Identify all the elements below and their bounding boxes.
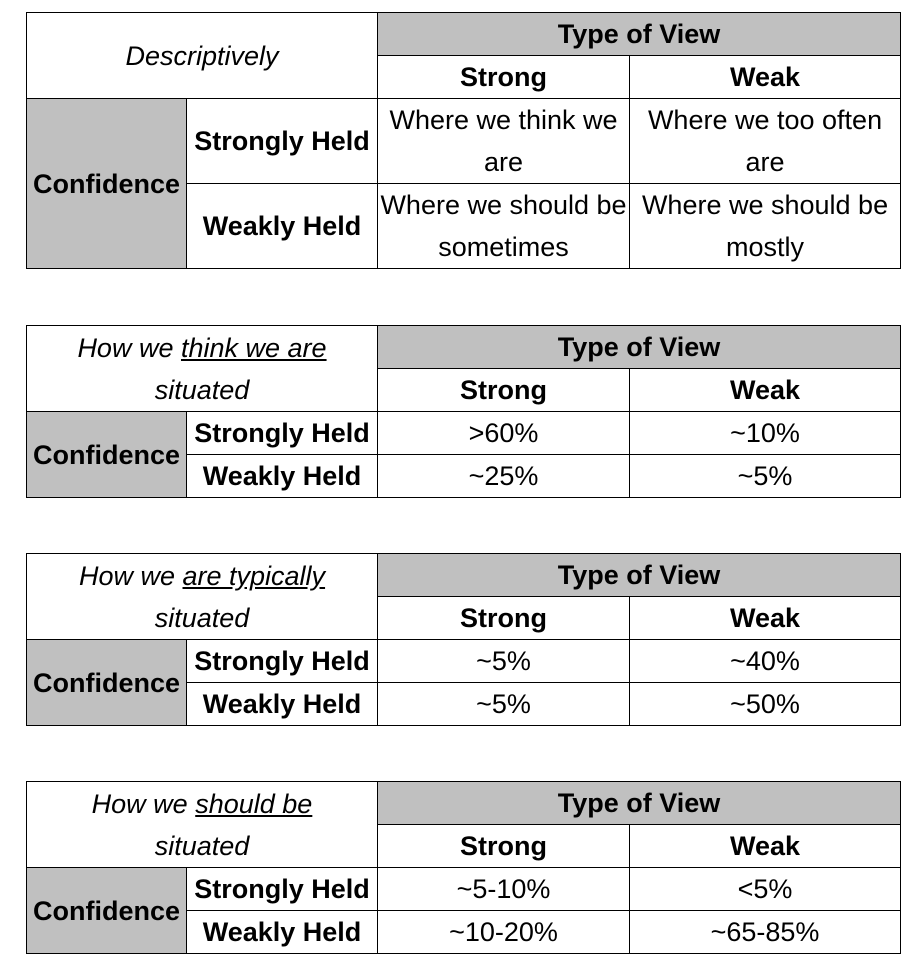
caption-prefix: How we	[91, 788, 188, 819]
row-label-weakly-held: Weakly Held	[186, 910, 378, 954]
confidence-label: Confidence	[26, 411, 187, 498]
table-cell: ~5%	[377, 639, 631, 683]
table-caption: How we should be situated	[26, 781, 378, 868]
table-cell: Where we think we are	[377, 98, 631, 184]
caption-underlined: should be	[195, 788, 313, 819]
table-cell: ~25%	[377, 454, 630, 498]
caption-underlined: are typically	[182, 560, 326, 591]
table-cell: ~50%	[629, 682, 902, 726]
confidence-label: Confidence	[26, 867, 187, 954]
caption-prefix: How we	[78, 560, 175, 591]
confidence-label: Confidence	[26, 639, 187, 726]
row-label-strongly-held: Strongly Held	[185, 98, 379, 184]
row-label-weakly-held: Weakly Held	[186, 454, 378, 498]
confidence-label: Confidence	[26, 98, 187, 269]
row-label-strongly-held: Strongly Held	[185, 639, 379, 683]
type-of-view-header: Type of View	[376, 781, 902, 825]
column-header-weak: Weak	[628, 368, 902, 412]
table-are-typically: How we are typically situated Type of Vi…	[25, 553, 902, 726]
table-cell: Where we should be sometimes	[377, 183, 631, 269]
table-caption: How we think we are situated	[26, 325, 378, 412]
table-descriptively: Descriptively Type of View Strong Weak C…	[25, 12, 902, 269]
column-header-weak: Weak	[629, 55, 902, 99]
column-header-weak: Weak	[629, 596, 902, 640]
row-label-weakly-held: Weakly Held	[185, 682, 379, 726]
row-label-strongly-held: Strongly Held	[186, 867, 378, 911]
caption-prefix: How we	[77, 332, 174, 363]
table-cell: <5%	[628, 867, 902, 911]
table-cell: ~10-20%	[377, 910, 630, 954]
table-cell: ~5-10%	[377, 867, 630, 911]
table-cell: ~65-85%	[628, 910, 902, 954]
row-label-strongly-held: Strongly Held	[186, 411, 378, 455]
row-label-weakly-held: Weakly Held	[185, 183, 379, 269]
column-header-strong: Strong	[377, 368, 630, 412]
column-header-strong: Strong	[377, 596, 631, 640]
type-of-view-header: Type of View	[377, 553, 902, 597]
table-cell: ~40%	[629, 639, 902, 683]
table-should-be: How we should be situated Type of View S…	[26, 781, 902, 954]
table-cell: ~10%	[628, 411, 902, 455]
type-of-view-header: Type of View	[376, 325, 902, 369]
table-cell: Where we too often are	[629, 98, 902, 184]
column-header-strong: Strong	[377, 55, 631, 99]
column-header-strong: Strong	[377, 824, 630, 868]
table-think-we-are: How we think we are situated Type of Vie…	[26, 325, 902, 498]
table-caption: Descriptively	[25, 12, 379, 99]
caption-suffix: situated	[154, 602, 250, 633]
table-cell: ~5%	[377, 682, 631, 726]
column-header-weak: Weak	[628, 824, 902, 868]
table-cell: >60%	[377, 411, 630, 455]
type-of-view-header: Type of View	[377, 12, 902, 56]
table-caption: How we are typically situated	[25, 553, 379, 640]
caption-suffix: situated	[154, 830, 250, 861]
caption-suffix: situated	[154, 374, 250, 405]
table-cell: Where we should be mostly	[629, 183, 902, 269]
table-cell: ~5%	[628, 454, 902, 498]
caption-underlined: think we are	[180, 332, 327, 363]
